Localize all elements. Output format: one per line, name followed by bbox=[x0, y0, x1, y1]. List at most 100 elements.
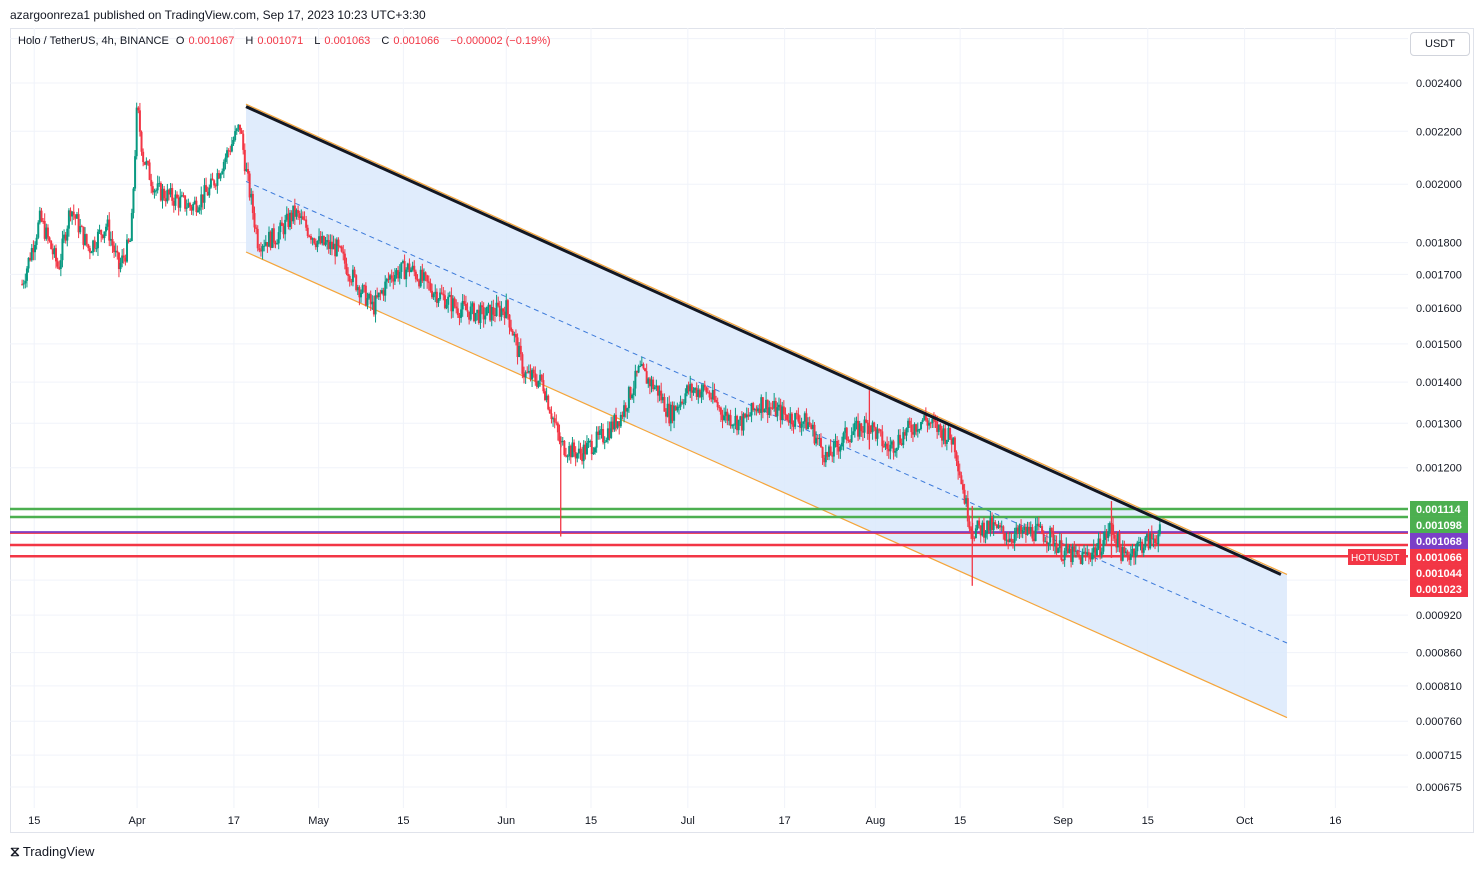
candle-body-322 bbox=[540, 374, 543, 381]
candle-body-666 bbox=[1095, 548, 1098, 556]
candle-body-288 bbox=[485, 306, 488, 316]
candle-body-178 bbox=[308, 236, 311, 238]
candle-body-77 bbox=[145, 161, 148, 165]
resistance-line bbox=[245, 105, 1282, 576]
candle-body-355 bbox=[594, 447, 597, 453]
candle-body-524 bbox=[866, 422, 869, 434]
candle-body-683 bbox=[1123, 547, 1126, 554]
candle-body-260 bbox=[440, 292, 443, 294]
candle-body-656 bbox=[1079, 555, 1082, 565]
symbol-title[interactable]: Holo / TetherUS, 4h, BINANCE bbox=[18, 35, 169, 47]
candle-body-379 bbox=[632, 388, 635, 396]
candle-body-416 bbox=[692, 390, 695, 393]
level-tag-0: 0.001114 bbox=[1416, 504, 1462, 516]
candle-body-177 bbox=[306, 227, 309, 237]
candle-body-99 bbox=[180, 195, 183, 197]
candle-body-546 bbox=[902, 432, 905, 445]
candle-body-256 bbox=[434, 291, 437, 294]
candle-body-488 bbox=[808, 422, 811, 425]
candle-body-435 bbox=[723, 415, 726, 421]
candle-body-686 bbox=[1128, 556, 1131, 560]
level-tag-bg-5 bbox=[1410, 580, 1468, 597]
candle-body-357 bbox=[597, 431, 600, 435]
candle-body-153 bbox=[268, 231, 271, 247]
candle-body-95 bbox=[174, 194, 177, 206]
candle-body-66 bbox=[127, 239, 130, 242]
candle-body-473 bbox=[784, 413, 787, 415]
candle-body-417 bbox=[694, 387, 697, 391]
candle-body-285 bbox=[481, 305, 484, 308]
candle-body-664 bbox=[1092, 547, 1095, 553]
candle-body-693 bbox=[1139, 541, 1142, 543]
candle-body-2 bbox=[24, 280, 27, 284]
candle-body-560 bbox=[924, 415, 927, 421]
candle-body-21 bbox=[54, 248, 57, 262]
candle-body-499 bbox=[826, 452, 829, 457]
candle-body-50 bbox=[101, 234, 104, 239]
x-tick-5: Jun bbox=[497, 815, 515, 827]
candle-body-449 bbox=[745, 414, 748, 418]
candle-body-167 bbox=[290, 212, 293, 222]
candle-body-572 bbox=[944, 428, 947, 444]
candle-body-168 bbox=[292, 205, 295, 222]
candle-body-159 bbox=[277, 232, 280, 244]
candle-body-428 bbox=[711, 389, 714, 400]
candle-body-75 bbox=[142, 151, 145, 162]
candle-body-631 bbox=[1039, 526, 1042, 528]
candle-body-471 bbox=[781, 406, 784, 421]
candle-body-302 bbox=[508, 314, 511, 328]
candle-body-5 bbox=[29, 257, 32, 261]
candle-body-134 bbox=[237, 124, 240, 129]
candle-body-255 bbox=[432, 293, 435, 298]
candle-body-319 bbox=[535, 381, 538, 387]
currency-selector-button[interactable]: USDT bbox=[1410, 32, 1470, 56]
candle-body-630 bbox=[1037, 523, 1040, 527]
candle-body-268 bbox=[453, 298, 456, 307]
candle-body-122 bbox=[217, 173, 220, 179]
candle-body-81 bbox=[151, 186, 154, 193]
y-tick-13: 0.000860 bbox=[1416, 648, 1462, 660]
candle-body-321 bbox=[539, 374, 542, 381]
close-value: C 0.001066 bbox=[381, 35, 440, 47]
candle-body-690 bbox=[1134, 551, 1137, 558]
candle-body-293 bbox=[493, 314, 496, 316]
candle-body-179 bbox=[309, 236, 312, 240]
candle-body-104 bbox=[188, 203, 191, 207]
footer-brand[interactable]: ⧖ TradingView bbox=[10, 843, 94, 860]
candle-body-672 bbox=[1105, 531, 1108, 538]
candle-body-644 bbox=[1060, 540, 1063, 560]
candle-body-413 bbox=[687, 385, 690, 392]
candle-body-133 bbox=[235, 128, 238, 132]
candle-body-584 bbox=[963, 489, 966, 504]
candle-body-493 bbox=[816, 437, 819, 439]
candle-body-261 bbox=[442, 293, 445, 296]
candle-body-30 bbox=[69, 210, 72, 217]
candle-body-111 bbox=[200, 194, 203, 208]
candle-body-500 bbox=[828, 446, 831, 457]
candle-body-445 bbox=[739, 416, 742, 420]
y-tick-2: 0.002200 bbox=[1416, 126, 1462, 138]
candle-body-282 bbox=[476, 309, 479, 313]
candle-body-477 bbox=[790, 413, 793, 425]
candle-body-243 bbox=[413, 265, 416, 272]
y-tick-8: 0.001400 bbox=[1416, 377, 1462, 389]
candle-body-463 bbox=[768, 407, 771, 415]
candle-body-529 bbox=[874, 427, 877, 439]
candle-body-418 bbox=[695, 387, 698, 397]
candle-body-333 bbox=[558, 432, 561, 442]
candle-body-281 bbox=[474, 312, 477, 322]
candle-body-210 bbox=[360, 292, 363, 298]
candle-body-277 bbox=[468, 311, 471, 320]
candle-body-648 bbox=[1066, 544, 1069, 553]
level-tag-4: 0.001044 bbox=[1416, 568, 1463, 580]
candle-body-386 bbox=[644, 368, 647, 372]
candle-body-335 bbox=[561, 440, 564, 442]
candle-body-437 bbox=[726, 411, 729, 421]
candle-body-328 bbox=[550, 413, 553, 420]
candle-body-439 bbox=[729, 415, 732, 426]
candle-body-603 bbox=[994, 522, 997, 525]
candle-body-345 bbox=[577, 448, 580, 454]
candle-body-399 bbox=[665, 411, 668, 417]
candle-body-385 bbox=[642, 363, 645, 369]
